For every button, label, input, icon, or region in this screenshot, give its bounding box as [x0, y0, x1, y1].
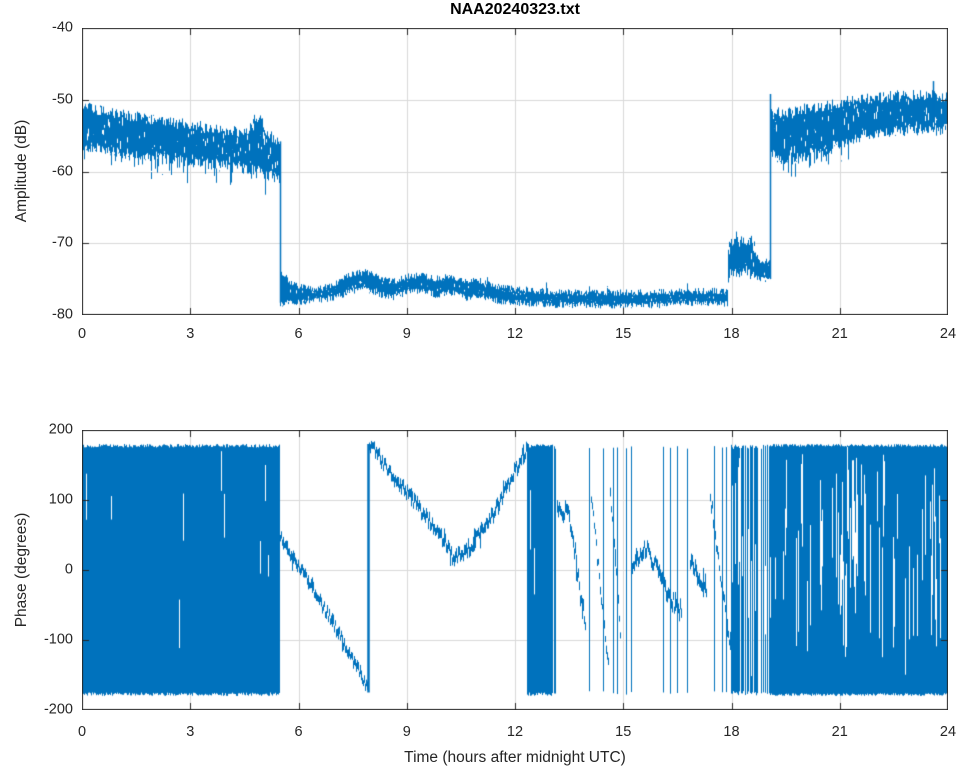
- phase-y-tick-label: -100: [43, 631, 73, 648]
- amplitude-x-tick-label: 6: [294, 326, 303, 342]
- phase-x-tick-label: 24: [939, 724, 957, 740]
- phase-y-tick-label: 100: [48, 491, 73, 508]
- phase-x-tick-label: 0: [77, 724, 87, 740]
- phase-y-tick-label: 200: [48, 421, 73, 438]
- amplitude-x-tick-label: 24: [939, 326, 957, 342]
- phase-y-tick-label: 0: [64, 561, 73, 578]
- amplitude-y-tick-label: -60: [52, 163, 73, 179]
- phase-y-axis-label: Phase (degrees): [13, 512, 30, 628]
- amplitude-y-tick-label: -80: [52, 306, 73, 323]
- phase-plot: [82, 430, 948, 710]
- phase-x-tick-label: 9: [402, 724, 411, 740]
- amplitude-x-tick-label: 21: [831, 326, 848, 342]
- phase-x-tick-label: 12: [506, 724, 524, 740]
- amplitude-y-tick-label: -50: [52, 91, 73, 108]
- amplitude-x-tick-label: 18: [723, 326, 740, 342]
- amplitude-x-tick-label: 15: [615, 326, 632, 342]
- phase-x-tick-label: 21: [831, 724, 848, 740]
- amplitude-plot: [82, 28, 948, 315]
- phase-x-tick-label: 18: [723, 724, 740, 740]
- figure-title: NAA20240323.txt: [450, 1, 580, 18]
- amplitude-x-tick-label: 9: [402, 326, 411, 342]
- amplitude-x-tick-label: 12: [506, 326, 524, 342]
- amplitude-y-axis-label: Amplitude (dB): [13, 119, 30, 223]
- amplitude-x-tick-label: 3: [186, 326, 195, 342]
- time-x-axis-label: Time (hours after midnight UTC): [404, 749, 626, 766]
- amplitude-y-tick-label: -70: [52, 234, 73, 251]
- phase-x-tick-label: 15: [615, 724, 632, 740]
- amplitude-y-tick-label: -40: [52, 19, 73, 36]
- phase-x-tick-label: 6: [294, 724, 303, 740]
- phase-x-tick-label: 3: [186, 724, 195, 740]
- phase-y-tick-label: -200: [43, 701, 73, 718]
- amplitude-x-tick-label: 0: [77, 326, 87, 342]
